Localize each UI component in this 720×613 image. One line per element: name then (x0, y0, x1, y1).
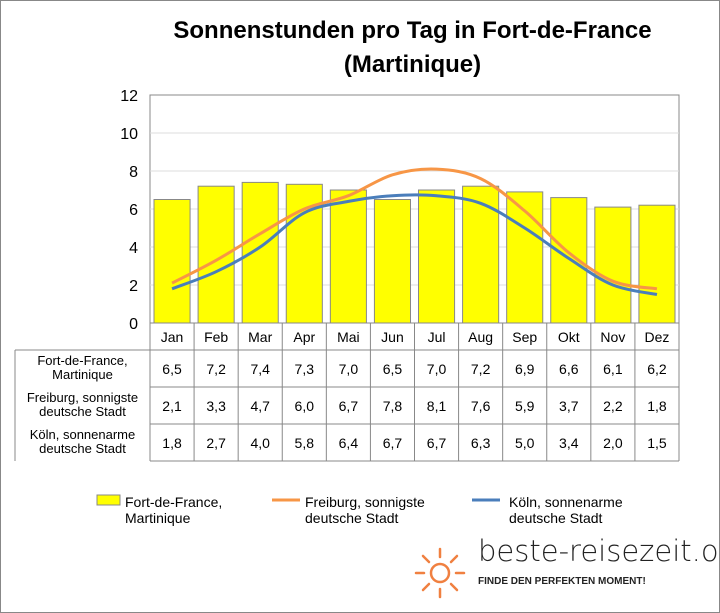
month-label: Jun (381, 329, 404, 345)
row-label: Martinique (52, 367, 113, 382)
data-label: 6,1 (603, 361, 623, 377)
data-label: 6,6 (559, 361, 579, 377)
title-line-1: Sonnenstunden pro Tag in Fort-de-France (173, 17, 652, 44)
row-label: deutsche Stadt (39, 404, 126, 419)
data-label: 2,0 (603, 435, 623, 451)
data-label: 7,0 (427, 361, 447, 377)
data-label: 1,8 (647, 398, 667, 414)
data-label: 2,1 (162, 398, 182, 414)
bar (638, 204, 676, 324)
data-label: 7,0 (339, 361, 359, 377)
bar (373, 199, 411, 324)
row-label: Köln, sonnenarme (30, 427, 136, 442)
month-label: Mai (337, 329, 360, 345)
y-tick-label: 2 (129, 278, 138, 295)
bar (241, 181, 279, 324)
data-label: 7,8 (383, 398, 403, 414)
sun-logo-icon (414, 547, 466, 599)
month-label: Jul (428, 329, 446, 345)
line-series-freiburg (171, 167, 658, 291)
data-label: 7,2 (206, 361, 226, 377)
month-label: Aug (468, 329, 493, 345)
y-tick-label: 8 (129, 164, 138, 181)
data-label: 7,6 (471, 398, 491, 414)
legend-marker-bar (96, 494, 121, 506)
y-tick-label: 6 (129, 202, 138, 219)
data-label: 6,7 (427, 435, 447, 451)
data-label: 6,2 (647, 361, 667, 377)
line-series-koeln (171, 193, 658, 296)
data-label: 6,7 (339, 398, 359, 414)
data-label: 6,5 (162, 361, 182, 377)
legend-label-fortdefrance: Fort-de-France, Martinique (125, 494, 223, 526)
data-label: 2,7 (206, 435, 226, 451)
chart-title: Sonnenstunden pro Tag in Fort-de-France … (110, 14, 715, 82)
month-label: Feb (204, 329, 228, 345)
data-label: 1,5 (647, 435, 667, 451)
month-label: Mar (248, 329, 272, 345)
legend-label-freiburg: Freiburg, sonnigste deutsche Stadt (305, 494, 425, 526)
data-label: 7,4 (250, 361, 270, 377)
row-label: Freiburg, sonnigste (27, 390, 138, 405)
bar (418, 189, 456, 324)
data-label: 6,4 (339, 435, 359, 451)
data-label: 6,9 (515, 361, 535, 377)
data-label: 2,2 (603, 398, 623, 414)
bar (594, 206, 632, 324)
data-label: 5,9 (515, 398, 535, 414)
data-label: 4,7 (250, 398, 270, 414)
data-label: 1,8 (162, 435, 182, 451)
data-label: 4,0 (250, 435, 270, 451)
logo-tagline: FINDE DEN PERFEKTEN MOMENT! (478, 576, 646, 587)
logo-name: beste-reisezeit.org (478, 534, 720, 568)
data-label: 6,5 (383, 361, 403, 377)
bar (550, 197, 588, 324)
month-label: Apr (293, 329, 315, 345)
data-label: 7,2 (471, 361, 491, 377)
y-tick-label: 10 (120, 126, 138, 143)
data-label: 6,7 (383, 435, 403, 451)
data-label: 5,8 (295, 435, 315, 451)
month-label: Sep (512, 329, 537, 345)
data-label: 8,1 (427, 398, 447, 414)
row-label: deutsche Stadt (39, 441, 126, 456)
title-line-2: (Martinique) (343, 51, 482, 78)
row-label: Fort-de-France, (37, 353, 127, 368)
data-label: 3,7 (559, 398, 579, 414)
bar (329, 189, 367, 324)
month-label: Nov (600, 329, 625, 345)
month-label: Dez (645, 329, 670, 345)
bar (506, 191, 544, 324)
bar (153, 199, 191, 324)
data-label: 6,0 (295, 398, 315, 414)
data-label: 5,0 (515, 435, 535, 451)
y-tick-label: 0 (129, 316, 138, 333)
month-label: Okt (558, 329, 580, 345)
data-label: 3,4 (559, 435, 579, 451)
month-label: Jan (161, 329, 184, 345)
data-label: 3,3 (206, 398, 226, 414)
legend-label-koeln: Köln, sonnenarme deutsche Stadt (509, 494, 623, 526)
data-label: 6,3 (471, 435, 491, 451)
bar (462, 185, 500, 324)
y-tick-label: 4 (129, 240, 138, 257)
y-tick-label: 12 (120, 88, 138, 105)
data-label: 7,3 (295, 361, 315, 377)
